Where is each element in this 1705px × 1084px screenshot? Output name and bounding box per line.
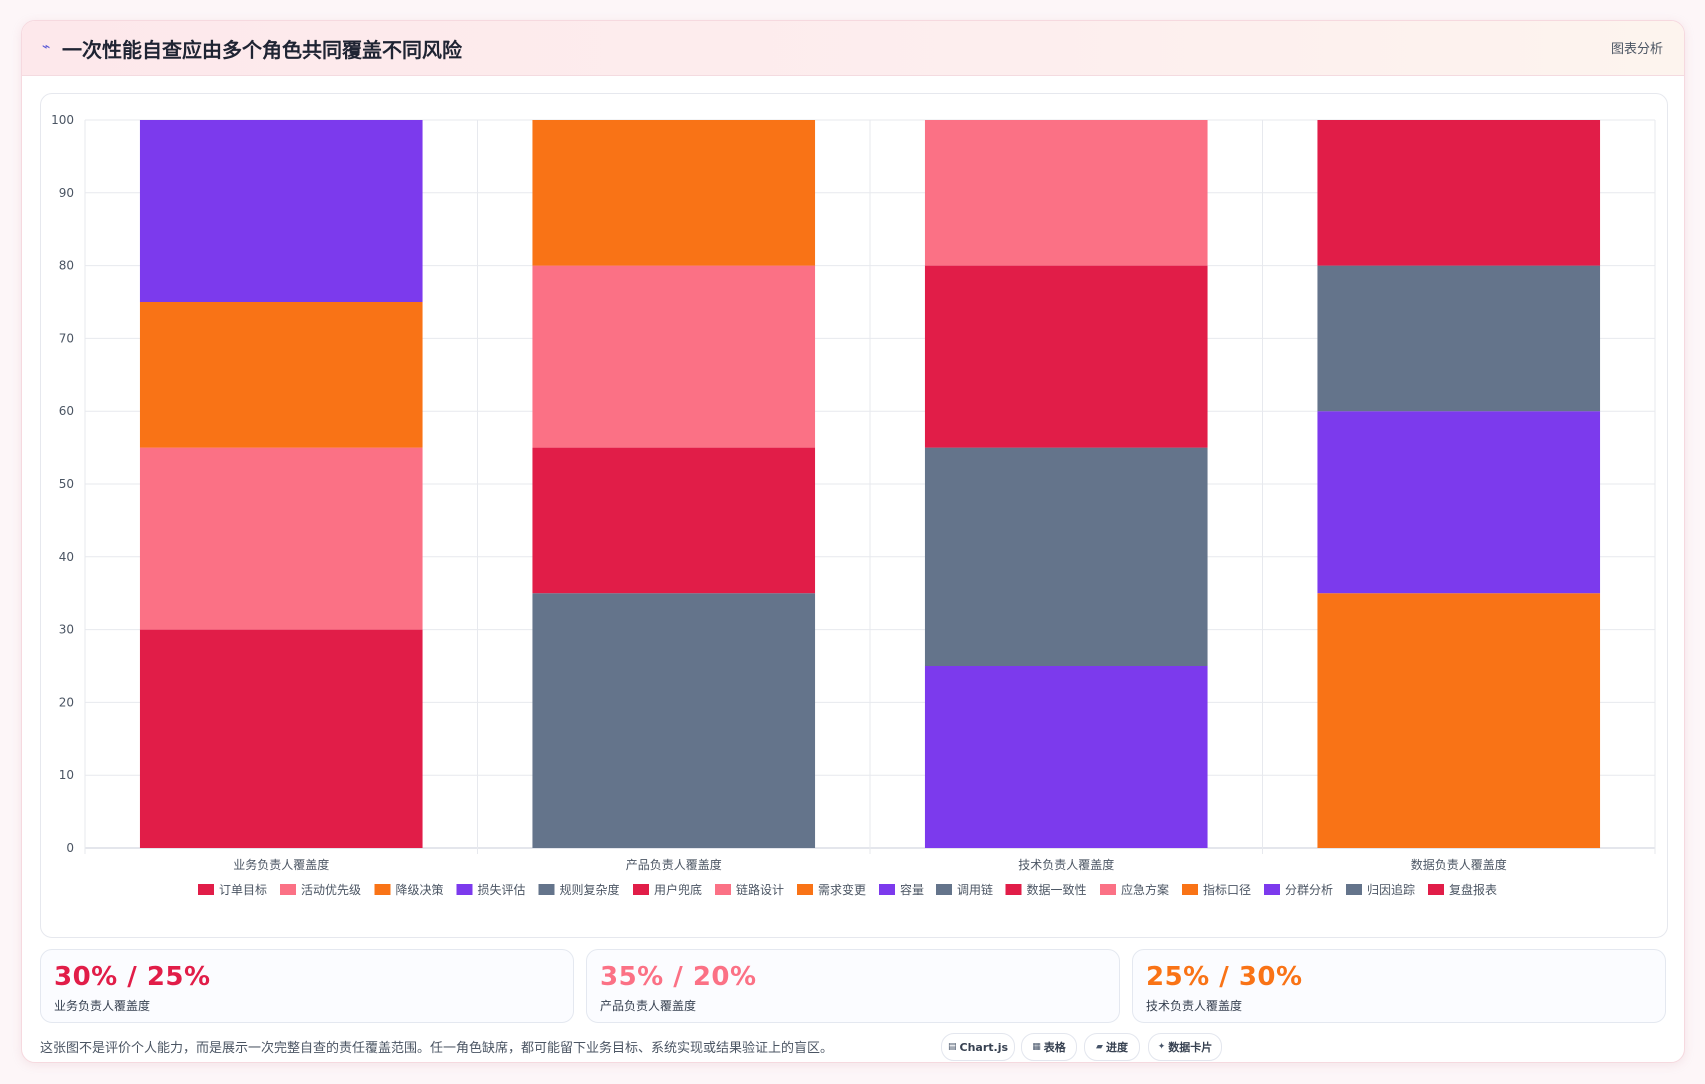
legend-label: 损失评估 <box>478 882 526 897</box>
x-tick-label: 数据负责人覆盖度 <box>1411 857 1507 872</box>
y-tick-label: 60 <box>59 404 74 418</box>
x-tick-label: 技术负责人覆盖度 <box>1018 857 1114 872</box>
legend-swatch <box>1182 884 1198 895</box>
lightning-icon: ⌁ <box>42 39 51 55</box>
legend-swatch <box>1428 884 1444 895</box>
legend-swatch <box>1100 884 1116 895</box>
kpi-card-product: 35% / 20% 产品负责人覆盖度 <box>586 949 1120 1023</box>
bar-segment <box>532 447 816 594</box>
y-tick-label: 0 <box>66 841 74 855</box>
bar-segment <box>139 629 423 848</box>
legend-swatch <box>936 884 952 895</box>
chart-icon: ▤ <box>947 1042 957 1052</box>
legend-swatch <box>879 884 895 895</box>
legend-swatch <box>280 884 296 895</box>
legend-label: 调用链 <box>957 882 993 897</box>
header-tag: 图表分析 <box>1610 42 1663 57</box>
bar-segment <box>924 447 1208 666</box>
chip-progress[interactable]: ▰ 进度 <box>1084 1033 1140 1061</box>
legend-swatch <box>374 884 391 895</box>
legend-label: 链路设计 <box>736 882 784 897</box>
legend-label: 降级决策 <box>396 883 444 897</box>
bar-segment <box>532 265 816 448</box>
card-header: ⌁ 一次性能自查应由多个角色共同覆盖不同风险 图表分析 <box>22 21 1684 76</box>
legend-label: 数据一致性 <box>1027 882 1087 897</box>
bar-segment <box>924 120 1208 266</box>
bar-segment <box>924 265 1208 448</box>
card-icon: ✦ <box>1157 1042 1166 1052</box>
chip-chartjs[interactable]: ▤ Chart.js <box>941 1033 1015 1061</box>
legend-swatch <box>715 884 731 895</box>
legend-label: 复盘报表 <box>1449 882 1497 897</box>
y-tick-label: 90 <box>59 186 74 200</box>
legend-swatch <box>633 884 649 895</box>
kpi-card-business: 30% / 25% 业务负责人覆盖度 <box>40 949 574 1023</box>
legend-swatch <box>1346 884 1362 895</box>
legend-swatch <box>538 884 555 895</box>
legend-label: 用户兜底 <box>654 882 702 897</box>
kpi-value: 35% / 20% <box>600 962 757 992</box>
bar-segment <box>532 593 816 848</box>
bar-segment <box>139 120 423 302</box>
bar-segment <box>139 302 423 448</box>
legend-label: 归因追踪 <box>1367 882 1415 897</box>
legend-swatch <box>1264 884 1280 895</box>
kpi-label: 业务负责人覆盖度 <box>54 999 151 1013</box>
bar-segment <box>1317 120 1601 266</box>
chart-container: 0 10 20 30 40 50 60 70 80 90 100 业务负责人覆盖度 产品负责人覆盖度 技术… <box>40 93 1668 938</box>
y-tick-label: 20 <box>59 695 74 709</box>
kpi-card-tech: 25% / 30% 技术负责人覆盖度 <box>1132 949 1666 1023</box>
legend-label: 需求变更 <box>818 882 866 897</box>
legend-label: 容量 <box>900 882 924 897</box>
page-title: 一次性能自查应由多个角色共同覆盖不同风险 <box>62 38 462 62</box>
legend-label: 指标口径 <box>1203 882 1251 897</box>
bar-segment <box>1317 411 1601 594</box>
x-tick-label: 业务负责人覆盖度 <box>233 857 329 872</box>
legend-swatch <box>456 884 473 895</box>
y-tick-label: 30 <box>59 623 74 637</box>
chip-data-card[interactable]: ✦ 数据卡片 <box>1148 1033 1222 1061</box>
legend-label: 应急方案 <box>1121 882 1169 897</box>
table-icon: ▦ <box>1032 1042 1041 1052</box>
legend-label: 规则复杂度 <box>560 882 620 897</box>
bar-segment <box>1317 593 1601 848</box>
stacked-bar-chart: 0 10 20 30 40 50 60 70 80 90 100 业务负责人覆盖度 产品负责人覆盖度 技术… <box>51 113 1656 897</box>
legend-label: 分群分析 <box>1285 883 1333 897</box>
legend-label: 活动优先级 <box>301 883 361 897</box>
y-tick-label: 50 <box>59 477 74 491</box>
y-tick-label: 80 <box>59 259 74 273</box>
x-tick-label: 产品负责人覆盖度 <box>626 857 722 872</box>
kpi-label: 技术负责人覆盖度 <box>1146 999 1243 1013</box>
y-tick-label: 40 <box>59 550 74 564</box>
chart-card: ⌁ 一次性能自查应由多个角色共同覆盖不同风险 图表分析 0 10 20 30 40 50 6… <box>21 20 1685 1063</box>
legend-swatch <box>797 884 813 895</box>
footnote: 这张图不是评价个人能力，而是展示一次完整自查的责任覆盖范围。任一角色缺席，都可能… <box>40 1041 834 1056</box>
kpi-label: 产品负责人覆盖度 <box>600 999 697 1013</box>
kpi-value: 25% / 30% <box>1146 962 1303 992</box>
bar-segment <box>139 447 423 630</box>
y-tick-label: 70 <box>59 331 74 345</box>
y-tick-label: 100 <box>51 113 74 127</box>
legend-swatch <box>198 884 214 895</box>
progress-icon: ▰ <box>1096 1042 1103 1052</box>
kpi-row: 30% / 25% 业务负责人覆盖度 35% / 20% 产品负责人覆盖度 25… <box>40 949 1666 1023</box>
legend-label: 订单目标 <box>219 883 267 897</box>
kpi-value: 30% / 25% <box>54 962 211 992</box>
legend-swatch <box>1005 884 1022 895</box>
bar-segment <box>1317 265 1601 412</box>
y-tick-label: 10 <box>59 768 74 782</box>
bar-segment <box>924 666 1208 848</box>
bar-segment <box>532 120 816 266</box>
chip-table[interactable]: ▦ 表格 <box>1021 1033 1077 1061</box>
